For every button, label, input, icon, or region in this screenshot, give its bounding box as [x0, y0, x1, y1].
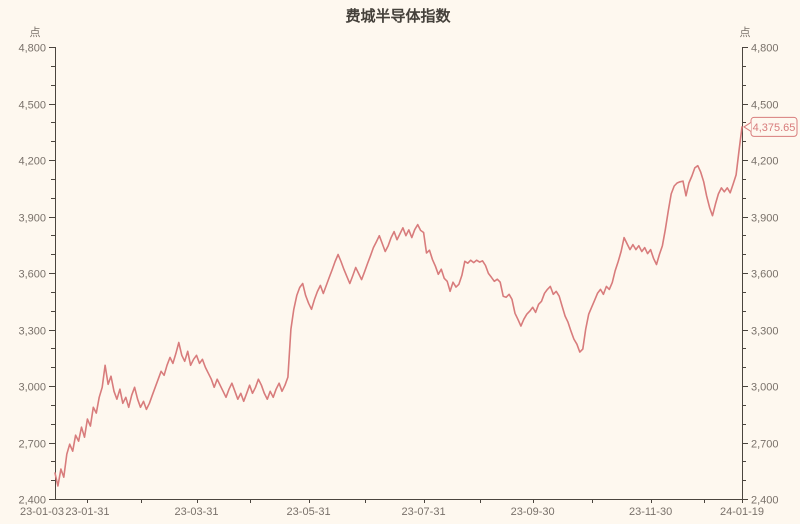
- x-axis-label: 23-09-30: [511, 506, 555, 518]
- y-axis-label-left: 3,600: [18, 269, 46, 281]
- series-line[interactable]: [54, 126, 743, 487]
- y-axis-label-right: 3,600: [751, 269, 779, 281]
- plot-area[interactable]: 2,400 2,400 2,700 2,700 3,000 3,000 3,300 3,300…: [18, 43, 798, 519]
- x-axis-label: 23-01-03: [20, 506, 64, 518]
- x-axis-label: 23-11-30: [629, 506, 672, 518]
- y-axis-label-right: 2,400: [751, 495, 779, 507]
- y-axis-label-left: 2,400: [18, 495, 46, 507]
- y-axis-label-right: 3,000: [751, 382, 779, 394]
- y-axis-label-right: 4,200: [751, 156, 779, 168]
- y-axis-unit-right: 点: [740, 26, 751, 39]
- x-axis-label: 24-01-19: [720, 506, 764, 518]
- y-axis-label-left: 3,300: [18, 326, 46, 338]
- y-axis-label-left: 3,900: [18, 213, 46, 225]
- x-axis-label: 23-03-31: [175, 506, 219, 518]
- y-axis-label-right: 3,900: [751, 213, 779, 225]
- last-value-text: 4,375.65: [753, 122, 796, 134]
- chart-title: 费城半导体指数: [345, 7, 451, 25]
- y-axis-label-left: 2,700: [18, 439, 46, 451]
- y-axis-label-right: 3,300: [751, 326, 779, 338]
- y-axis-label-left: 3,000: [18, 382, 46, 394]
- x-axis-label: 23-01-31: [65, 506, 109, 518]
- x-axis-label: 23-07-31: [402, 506, 446, 518]
- y-axis-label-left: 4,500: [18, 100, 46, 112]
- y-axis-label-right: 4,800: [751, 43, 779, 55]
- y-axis-unit-left: 点: [30, 26, 41, 39]
- y-axis-label-right: 2,700: [751, 439, 779, 451]
- y-axis-label-left: 4,800: [18, 43, 46, 55]
- y-axis-label-left: 4,200: [18, 156, 46, 168]
- x-axis-label: 23-05-31: [287, 506, 331, 518]
- badge-arrow: [743, 121, 752, 132]
- y-axis-label-right: 4,500: [751, 100, 779, 112]
